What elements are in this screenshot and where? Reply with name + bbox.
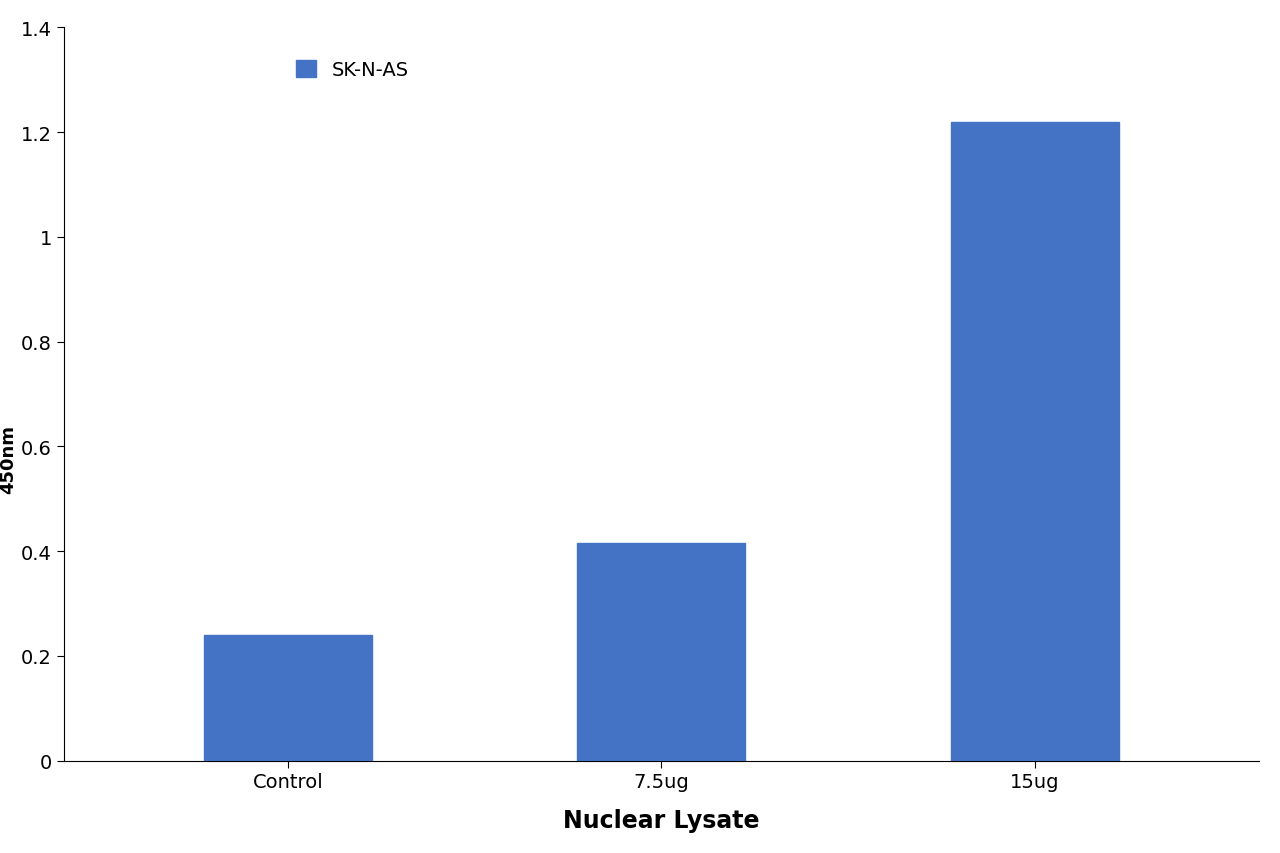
Legend: SK-N-AS: SK-N-AS [288,53,416,88]
Bar [951,123,1119,761]
Text: 450nm: 450nm [0,424,18,493]
X-axis label: Nuclear Lysate: Nuclear Lysate [563,809,759,833]
Bar [577,543,745,761]
Bar [204,635,372,761]
